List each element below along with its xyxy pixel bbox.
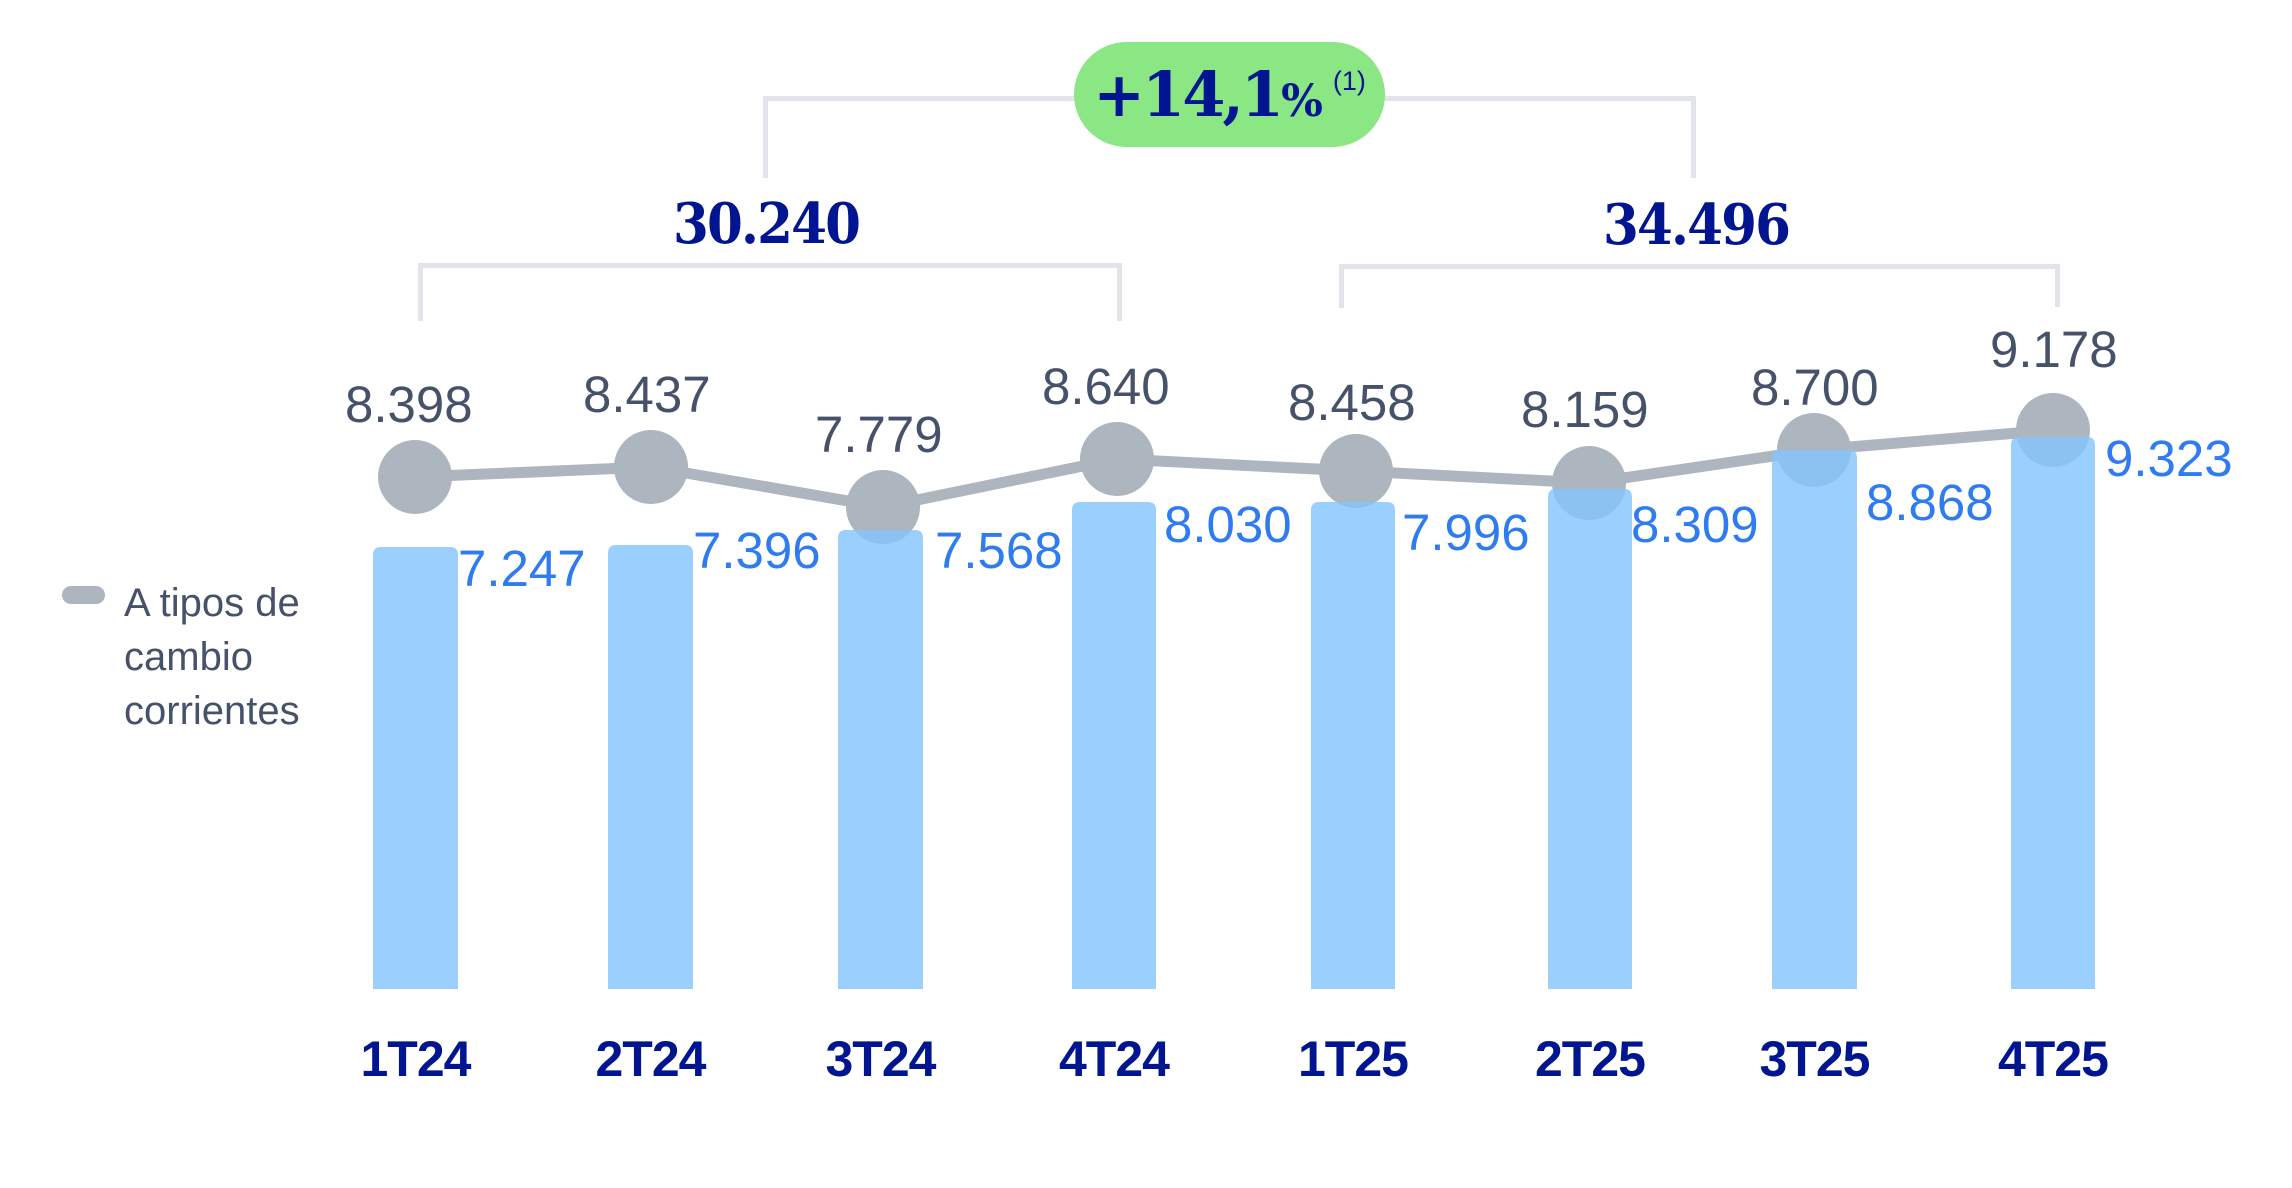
bar-3t25 bbox=[1772, 450, 1857, 989]
line-value-label: 8.458 bbox=[1288, 374, 1416, 431]
growth-value: +14,1% bbox=[1093, 58, 1323, 131]
line-point-1t25 bbox=[1319, 434, 1393, 508]
line-value-label: 8.437 bbox=[583, 366, 711, 423]
growth-badge: +14,1% (1) bbox=[1074, 42, 1385, 147]
bar-value-label: 7.247 bbox=[458, 540, 586, 597]
line-point-4t24 bbox=[1080, 422, 1154, 496]
bar-2t24 bbox=[608, 545, 693, 989]
bar-1t24 bbox=[373, 547, 458, 989]
x-axis-label-4t25: 4T25 bbox=[1998, 1031, 2109, 1087]
line-value-label: 8.640 bbox=[1042, 358, 1170, 415]
growth-footnote: (1) bbox=[1332, 66, 1366, 96]
line-point-2t24 bbox=[614, 430, 688, 504]
x-axis-label-1t24: 1T24 bbox=[360, 1031, 472, 1087]
line-value-label: 9.178 bbox=[1990, 321, 2118, 378]
total-2025-bracket bbox=[1339, 264, 2060, 308]
bar-value-label: 8.030 bbox=[1164, 496, 1292, 553]
bar-series bbox=[373, 437, 2095, 989]
growth-percent-sign: % bbox=[1281, 76, 1323, 127]
growth-number: +14,1 bbox=[1093, 58, 1284, 131]
total-2024: 30.240 bbox=[673, 191, 861, 257]
bar-value-label: 7.568 bbox=[935, 522, 1063, 579]
line-value-label: 8.700 bbox=[1751, 359, 1879, 416]
legend-line-swatch-icon bbox=[62, 586, 105, 604]
legend-label: A tipos de cambio corrientes bbox=[124, 581, 300, 733]
bar-value-label: 7.996 bbox=[1402, 504, 1530, 561]
bar-2t25 bbox=[1548, 489, 1632, 989]
x-axis-label-2t25: 2T25 bbox=[1535, 1031, 1646, 1087]
bar-value-label: 7.396 bbox=[693, 522, 821, 579]
bar-4t25 bbox=[2011, 437, 2095, 989]
line-value-label: 8.159 bbox=[1521, 381, 1649, 438]
bar-3t24 bbox=[838, 530, 923, 989]
total-2024-bracket bbox=[418, 263, 1122, 321]
bar-1t25 bbox=[1311, 502, 1395, 989]
bar-value-label: 9.323 bbox=[2105, 430, 2233, 487]
total-2025: 34.496 bbox=[1603, 192, 1791, 258]
line-point-1t24 bbox=[378, 440, 452, 514]
x-axis-label-2t24: 2T24 bbox=[595, 1031, 707, 1087]
line-value-label: 8.398 bbox=[345, 376, 473, 433]
x-axis-label-4t24: 4T24 bbox=[1059, 1031, 1170, 1087]
line-point-3t24 bbox=[846, 470, 920, 544]
x-axis-label-1t25: 1T25 bbox=[1298, 1031, 1409, 1087]
x-axis-label-3t25: 3T25 bbox=[1759, 1031, 1871, 1087]
bar-4t24 bbox=[1072, 502, 1156, 989]
line-value-label: 7.779 bbox=[815, 406, 943, 463]
x-axis-label-3t24: 3T24 bbox=[825, 1031, 937, 1087]
bar-value-label: 8.868 bbox=[1866, 474, 1994, 531]
bar-value-label: 8.309 bbox=[1631, 496, 1759, 553]
